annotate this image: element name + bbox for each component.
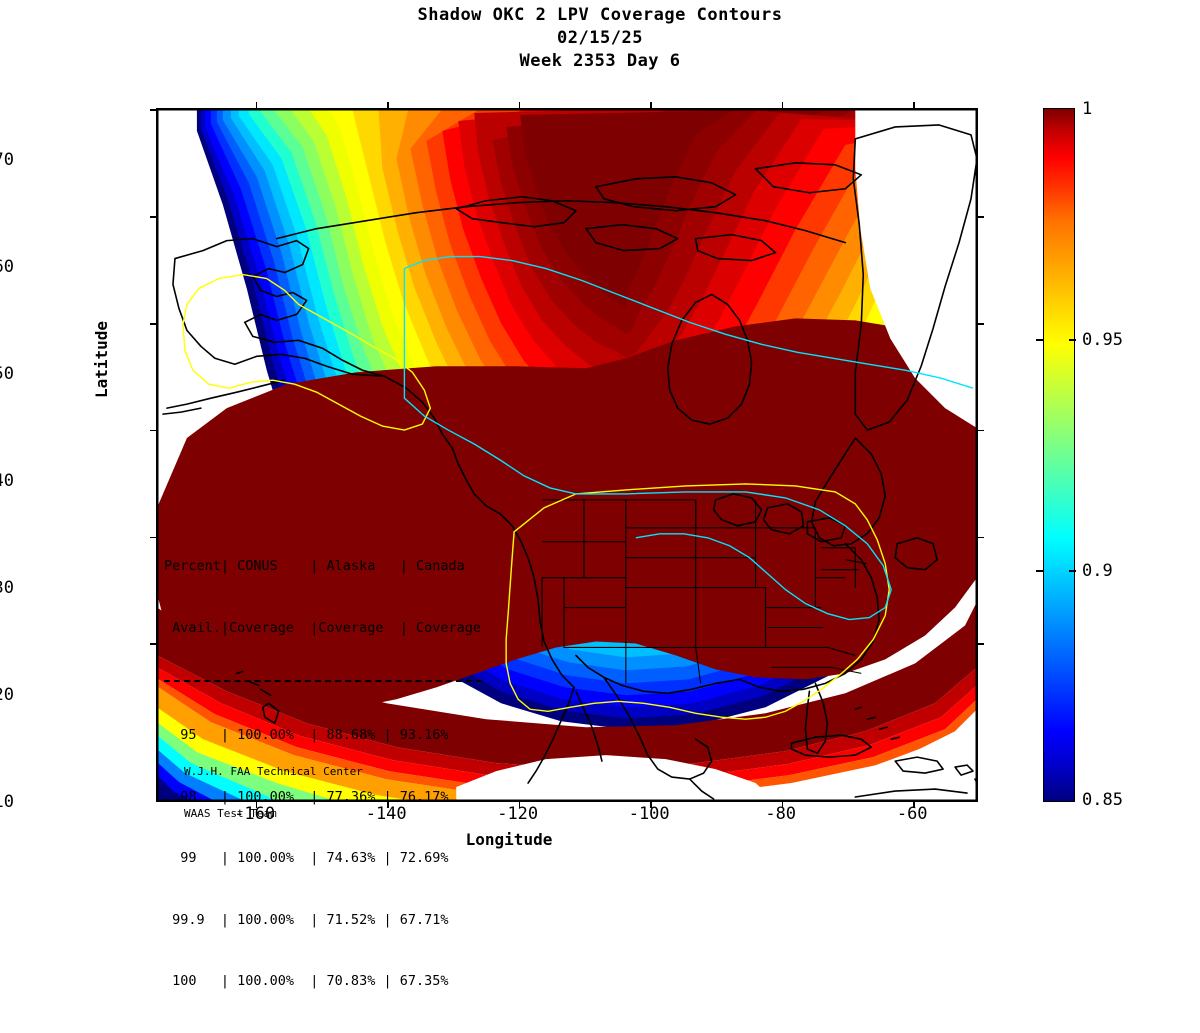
title-line-1: Shadow OKC 2 LPV Coverage Contours [417, 5, 783, 25]
title-line-3: Week 2353 Day 6 [519, 51, 681, 71]
colorbar-label-0-95: 0.95 [1082, 330, 1123, 350]
x-tick-top-neg120 [518, 102, 521, 109]
x-tick-top-neg140 [387, 102, 389, 109]
y-label-50: 50 [0, 364, 14, 384]
x-tick-neg160 [255, 801, 258, 808]
y-tick-30 [150, 536, 157, 539]
alaska-service-volume [182, 273, 432, 431]
colorbar-label-0-9: 0.9 [1082, 561, 1113, 581]
attribution-line-1: W.J.H. FAA Technical Center [184, 765, 363, 778]
x-label-neg60: -60 [896, 804, 928, 824]
y-tick-40 [150, 429, 157, 432]
stats-row-100: 100 | 100.00% | 70.83% | 67.35% [164, 973, 449, 989]
colorbar [1036, 108, 1076, 802]
y-label-40: 40 [0, 471, 14, 491]
title-line-2: 02/15/25 [557, 28, 643, 48]
map-plot-area: Percent| CONUS | Alaska | Canada Avail.|… [150, 102, 984, 989]
stats-header-row-1: Percent| CONUS | Alaska | Canada [164, 558, 465, 574]
y-tick-60 [150, 216, 157, 218]
colorbar-tick-right-0-95 [1069, 339, 1076, 341]
coverage-stats-table: Percent| CONUS | Alaska | Canada Avail.|… [164, 515, 482, 1033]
y-label-60: 60 [0, 257, 14, 277]
y-tick-right-60 [977, 216, 984, 218]
attribution-text: W.J.H. FAA Technical Center WAAS Test Te… [184, 737, 363, 849]
y-tick-right-30 [977, 536, 984, 539]
x-tick-top-neg100 [650, 102, 652, 109]
y-tick-right-20 [977, 643, 984, 645]
stats-separator [164, 680, 482, 682]
x-label-neg80: -80 [765, 804, 797, 824]
y-tick-20 [150, 643, 157, 645]
y-tick-50 [150, 323, 157, 325]
x-label-neg120: -120 [497, 804, 539, 824]
y-label-70: 70 [0, 150, 14, 170]
y-tick-70 [150, 109, 157, 111]
x-label-neg100: -100 [628, 804, 670, 824]
y-label-30: 30 [0, 578, 14, 598]
y-label-20: 20 [0, 685, 14, 705]
x-tick-top-neg160 [255, 102, 258, 109]
x-label-neg160: -160 [234, 804, 276, 824]
attribution-line-2: WAAS Test Team [184, 807, 277, 820]
x-tick-top-neg80 [781, 102, 784, 109]
stats-row-95: 95 | 100.00% | 88.68% | 93.16% [164, 727, 449, 743]
x-tick-neg120 [518, 801, 521, 808]
stats-row-99-9: 99.9 | 100.00% | 71.52% | 67.71% [164, 911, 449, 928]
canada-service-volume [403, 268, 892, 621]
colorbar-tick-right-0-9 [1069, 570, 1076, 572]
stats-row-99: 99 | 100.00% | 74.63% | 72.69% [164, 850, 449, 866]
stats-header-row-2: Avail.|Coverage |Coverage | Coverage [164, 619, 481, 636]
x-tick-neg140 [387, 801, 389, 808]
y-axis-title: Latitude [92, 320, 111, 398]
y-tick-right-50 [977, 323, 984, 325]
colorbar-tick-0-95 [1036, 339, 1043, 341]
y-label-10: 10 [0, 792, 14, 812]
x-tick-neg80 [781, 801, 784, 808]
colorbar-gradient [1043, 108, 1075, 802]
x-label-neg140: -140 [365, 804, 407, 824]
conus-service-volume [505, 483, 890, 720]
atlantic-white-area [715, 713, 977, 801]
colorbar-tick-0-9 [1036, 570, 1043, 572]
southern-gradient-fringe [157, 601, 977, 801]
chart-title-block: Shadow OKC 2 LPV Coverage Contours 02/15… [0, 4, 1200, 73]
colorbar-label-1: 1 [1082, 99, 1093, 119]
caribbean-white-area [456, 755, 776, 801]
x-tick-neg100 [650, 801, 652, 808]
coastlines [162, 124, 977, 800]
x-tick-top-neg60 [913, 102, 915, 109]
coverage-contour-map [157, 109, 977, 801]
colorbar-label-0-85: 0.85 [1082, 790, 1123, 810]
service-volume-overlays [182, 255, 974, 720]
x-axis-title: Longitude [465, 830, 553, 849]
stats-row-98: 98 | 100.00% | 77.36% | 76.17% [164, 788, 449, 805]
state-boundaries [541, 499, 868, 684]
y-tick-right-40 [977, 429, 984, 432]
x-tick-neg60 [913, 801, 915, 808]
